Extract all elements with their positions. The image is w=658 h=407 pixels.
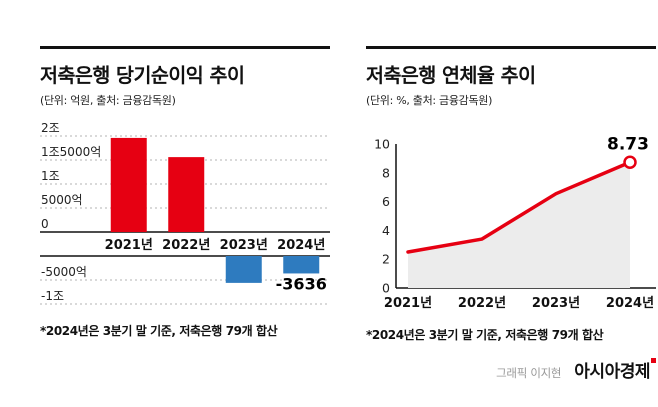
- x-category-label: 2023년: [532, 296, 580, 311]
- x-category-label: 2021년: [384, 296, 432, 311]
- net-income-chart-title: 저축은행 당기순이익 추이: [40, 64, 245, 87]
- y-tick-label: 1조: [41, 169, 60, 183]
- y-tick-label: -5000억: [41, 265, 87, 279]
- delinquency-chart-title: 저축은행 연체율 추이: [366, 64, 536, 87]
- end-point-marker: [623, 155, 637, 170]
- x-category-label: 2022년: [458, 296, 506, 311]
- brand-logo: 아시아경제: [574, 362, 650, 382]
- panel-top-rule: [40, 46, 330, 49]
- x-category-label: 2024년: [606, 296, 654, 311]
- y-tick-label: 10: [374, 137, 390, 152]
- y-tick-label: 5000억: [41, 193, 83, 207]
- net-income-chart-subtitle: (단위: 억원, 출처: 금융감독원): [40, 94, 176, 107]
- y-tick-label: 8: [382, 165, 390, 180]
- y-tick-label: 2: [382, 252, 390, 267]
- y-tick-label: 0: [382, 281, 390, 296]
- y-tick-label: -1조: [41, 289, 64, 303]
- bar-negative: [225, 256, 262, 283]
- y-tick-label: 1조5000억: [41, 145, 101, 159]
- delinquency-panel: 저축은행 연체율 추이 (단위: %, 출처: 금융감독원) 0 2 4 6 8 10 20…: [366, 46, 656, 407]
- y-tick-label: 6: [382, 194, 390, 209]
- x-category-label: 2022년: [162, 238, 210, 253]
- x-category-label: 2024년: [277, 238, 325, 253]
- x-category-label: 2021년: [105, 238, 153, 253]
- net-income-panel: 저축은행 당기순이익 추이 (단위: 억원, 출처: 금융감독원) 2조 1조50…: [40, 46, 330, 407]
- delinquency-chart: 0 2 4 6 8 10 2021년 2022년 2023년 2024년 8.73: [374, 134, 656, 311]
- panel-top-rule: [366, 46, 656, 49]
- credit-text: 그래픽 이지현: [496, 366, 562, 380]
- net-income-chart-footnote: *2024년은 3분기 말 기준, 저축은행 79개 합산: [40, 324, 278, 338]
- brand-mark-icon: [651, 358, 656, 363]
- credit-line: 그래픽 이지현 아시아경제: [366, 357, 656, 382]
- bar-negative: [283, 256, 320, 274]
- bar-positive: [110, 137, 147, 232]
- y-tick-label: 0: [41, 217, 49, 231]
- x-category-label: 2023년: [220, 238, 268, 253]
- y-tick-label: 4: [382, 223, 390, 238]
- y-tick-label: 2조: [41, 121, 60, 135]
- end-value-label: 8.73: [607, 134, 649, 154]
- bar-value-label: -3636: [276, 274, 327, 293]
- delinquency-chart-subtitle: (단위: %, 출처: 금융감독원): [366, 94, 493, 107]
- trend-line: [406, 160, 632, 254]
- bar-positive: [168, 157, 205, 232]
- area-fill: [408, 162, 630, 288]
- delinquency-chart-footnote: *2024년은 3분기 말 기준, 저축은행 79개 합산: [366, 328, 604, 342]
